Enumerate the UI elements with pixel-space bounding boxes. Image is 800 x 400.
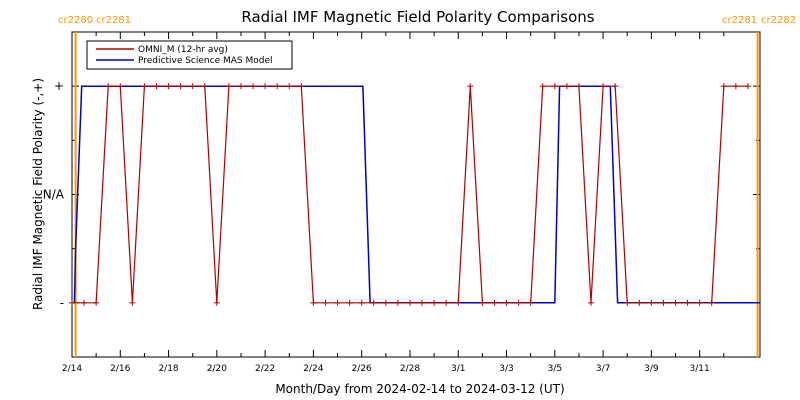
omni-point-30 [431, 299, 438, 306]
omni-point-26 [382, 299, 389, 306]
omni-point-29 [419, 299, 426, 306]
omni-point-5 [129, 299, 136, 306]
omni-point-53 [708, 299, 715, 306]
omni-point-28 [406, 299, 413, 306]
x-tick-label-1: 2/16 [110, 364, 130, 374]
x-tick-label-11: 3/7 [596, 364, 610, 374]
series-layer [69, 83, 760, 306]
x-tick-label-2: 2/18 [158, 364, 178, 374]
omni-point-8 [165, 83, 172, 90]
omni-point-50 [672, 299, 679, 306]
cr-label-left-b: cr2281 [96, 15, 131, 26]
legend: OMNI_M (12-hr avg) Predictive Science MA… [86, 40, 293, 70]
omni-point-40 [551, 83, 558, 90]
omni-point-32 [455, 299, 462, 306]
legend-omni-label: OMNI_M (12-hr avg) [138, 45, 228, 55]
omni-point-15 [250, 83, 257, 90]
chart-title: Radial IMF Magnetic Field Polarity Compa… [241, 8, 594, 26]
omni-point-11 [201, 83, 208, 90]
x-axis-ticks: 2/14 2/16 2/18 2/20 2/22 2/24 2/26 2/28 3/1 3/3 3/… [62, 32, 725, 374]
omni-point-0 [69, 299, 75, 306]
omni-point-7 [153, 83, 160, 90]
omni-point-44 [600, 83, 607, 90]
omni-point-39 [539, 83, 546, 90]
omni-point-1 [81, 299, 88, 306]
legend-mas-label: Predictive Science MAS Model [138, 56, 273, 66]
omni-point-2 [93, 299, 100, 306]
omni-point-6 [141, 83, 148, 90]
cr-label-right-a: cr2281 [722, 15, 757, 26]
x-tick-label-0: 2/14 [62, 364, 82, 374]
x-tick-label-3: 2/20 [207, 364, 227, 374]
x-tick-label-5: 2/24 [303, 364, 323, 374]
cr-label-right-b: cr2282 [761, 15, 796, 26]
omni-point-49 [660, 299, 667, 306]
legend-box [86, 40, 293, 70]
x-tick-label-8: 3/1 [451, 364, 465, 374]
omni-point-18 [286, 83, 293, 90]
omni-point-3 [105, 83, 112, 90]
omni-point-36 [503, 299, 510, 306]
omni-point-24 [358, 299, 365, 306]
omni-point-22 [334, 299, 341, 306]
omni-point-55 [732, 83, 739, 90]
omni-point-52 [696, 299, 703, 306]
omni-point-51 [684, 299, 691, 306]
x-tick-label-9: 3/3 [499, 364, 513, 374]
cr-label-left-a: cr2280 [58, 15, 93, 26]
omni-point-41 [563, 83, 570, 90]
x-tick-label-10: 3/5 [548, 364, 562, 374]
omni-point-20 [310, 299, 317, 306]
omni-point-43 [588, 299, 595, 306]
y-axis-label: Radial IMF Magnetic Field Polarity (-,+) [31, 78, 45, 310]
omni-point-4 [117, 83, 124, 90]
y-axis-ticks: + N/A - [43, 31, 760, 358]
omni-point-17 [274, 83, 281, 90]
omni-point-23 [346, 299, 353, 306]
omni-point-25 [370, 299, 377, 306]
carrington-marker-lines [74, 32, 759, 357]
omni-point-33 [467, 83, 474, 90]
omni-point-34 [479, 299, 486, 306]
x-tick-label-7: 2/28 [400, 364, 420, 374]
omni-point-45 [612, 83, 619, 90]
omni-point-42 [575, 83, 582, 90]
y-tick-label-2: - [60, 296, 64, 310]
x-tick-label-4: 2/22 [255, 364, 275, 374]
omni-point-38 [527, 299, 534, 306]
omni-point-13 [225, 83, 232, 90]
plot-frame [71, 31, 761, 358]
x-tick-label-12: 3/9 [644, 364, 659, 374]
omni-point-31 [443, 299, 450, 306]
omni-point-46 [624, 299, 631, 306]
omni-point-14 [237, 83, 244, 90]
y-tick-label-1: N/A [43, 188, 65, 202]
x-tick-label-6: 2/26 [352, 364, 372, 374]
y-tick-label-0: + [54, 79, 64, 93]
omni-point-37 [515, 299, 522, 306]
omni-point-10 [189, 83, 196, 90]
series-mas-line [73, 85, 760, 304]
omni-point-27 [394, 299, 401, 306]
omni-point-54 [720, 83, 727, 90]
omni-point-56 [744, 83, 751, 90]
x-tick-label-13: 3/11 [690, 364, 710, 374]
omni-point-48 [648, 299, 655, 306]
omni-point-35 [491, 299, 498, 306]
x-axis-label: Month/Day from 2024-02-14 to 2024-03-12 … [275, 382, 564, 396]
omni-point-47 [636, 299, 643, 306]
omni-point-9 [177, 83, 184, 90]
series-omni-line [72, 85, 748, 304]
omni-point-21 [322, 299, 329, 306]
omni-point-16 [262, 83, 269, 90]
omni-point-19 [298, 83, 305, 90]
omni-point-12 [213, 299, 220, 306]
